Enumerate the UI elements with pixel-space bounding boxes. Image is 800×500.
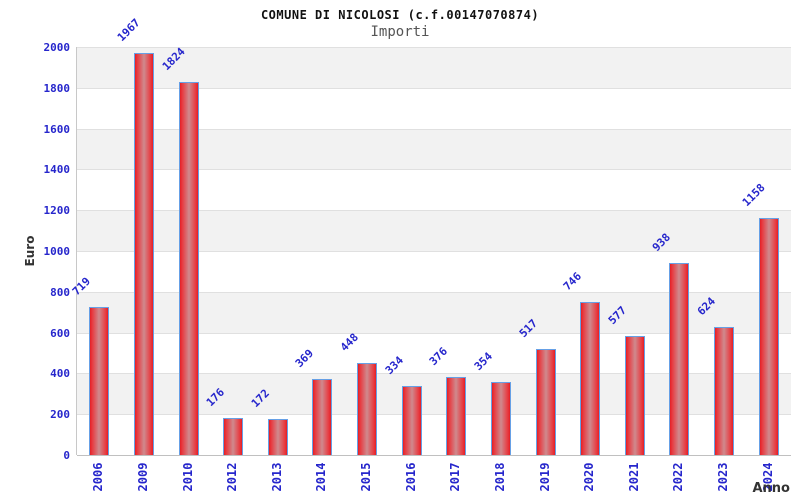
gridline bbox=[77, 251, 791, 252]
bar-slot: 624 bbox=[695, 47, 747, 455]
x-tick-label: 2017 bbox=[448, 462, 463, 492]
bar-slot: 719 bbox=[70, 47, 122, 455]
x-tick-label: 2010 bbox=[180, 462, 195, 492]
bar bbox=[178, 81, 199, 455]
x-tick-label: 2014 bbox=[314, 462, 329, 492]
x-slot: 2009 bbox=[121, 458, 166, 500]
x-tick-label: 2020 bbox=[582, 462, 597, 492]
y-tick-label: 200 bbox=[50, 408, 70, 422]
y-tick-label: 1600 bbox=[43, 122, 71, 136]
bar-slot: 938 bbox=[650, 47, 702, 455]
x-slot: 2012 bbox=[210, 458, 255, 500]
plot-area: 719 1967 1824 176 172 369 448 334 376 354 517 746 57… bbox=[70, 16, 791, 456]
x-tick-label: 2019 bbox=[537, 462, 552, 492]
bar bbox=[624, 336, 645, 455]
bar bbox=[267, 418, 288, 455]
bar bbox=[133, 52, 154, 455]
x-slot: 2015 bbox=[344, 458, 389, 500]
x-slot: 2016 bbox=[388, 458, 433, 500]
x-tick-label: 2009 bbox=[135, 462, 150, 492]
bar-slot: 376 bbox=[427, 47, 479, 455]
y-tick-label: 2000 bbox=[43, 41, 71, 54]
bar bbox=[312, 378, 333, 455]
bar-slot: 354 bbox=[472, 47, 524, 455]
bar bbox=[357, 362, 378, 455]
x-tick-label: 2006 bbox=[91, 462, 106, 492]
y-tick-label: 400 bbox=[50, 367, 70, 381]
bar-value-label: 719 bbox=[70, 275, 94, 299]
y-tick-label: 1200 bbox=[43, 204, 71, 218]
bar-slot: 334 bbox=[382, 47, 434, 455]
y-tick-label: 1800 bbox=[43, 81, 71, 95]
x-slot: 2018 bbox=[478, 458, 523, 500]
x-tick-label: 2021 bbox=[626, 462, 641, 492]
x-axis-line bbox=[77, 455, 791, 456]
bar-slot: 1824 bbox=[159, 45, 211, 455]
x-tick-label: 2015 bbox=[359, 462, 374, 492]
x-tick-label: 2023 bbox=[716, 462, 731, 492]
x-slot: 2014 bbox=[299, 458, 344, 500]
y-tick-label: 1000 bbox=[43, 245, 71, 258]
bar-slot: 369 bbox=[293, 47, 345, 455]
x-slot: 2022 bbox=[656, 458, 701, 500]
bar bbox=[89, 307, 110, 455]
x-slot: 2017 bbox=[433, 458, 478, 500]
x-slot: 2021 bbox=[612, 458, 657, 500]
x-tick-label: 2022 bbox=[671, 462, 686, 492]
x-slot: 2023 bbox=[701, 458, 746, 500]
chart-title: COMUNE DI NICOLOSI (c.f.00147070874) bbox=[260, 8, 540, 22]
x-slot: 2006 bbox=[76, 458, 121, 500]
x-tick-label: 2013 bbox=[269, 462, 284, 492]
bar bbox=[490, 381, 511, 455]
x-axis-labels: 2006 2009 2010 2012 2013 2014 2015 2016 2017 2018… bbox=[76, 458, 790, 500]
gridline bbox=[77, 291, 791, 293]
gridline bbox=[77, 414, 791, 416]
gridline bbox=[77, 332, 791, 334]
bar-slot: 1158 bbox=[739, 47, 791, 455]
y-tick-label: 600 bbox=[50, 326, 70, 340]
x-tick-label: 2018 bbox=[492, 462, 507, 492]
y-tick-label: 0 bbox=[63, 449, 70, 462]
x-slot: 2013 bbox=[255, 458, 300, 500]
gridline bbox=[77, 87, 791, 89]
gridline bbox=[77, 210, 791, 212]
y-tick-label: 1400 bbox=[43, 163, 71, 177]
bar-slot: 577 bbox=[606, 47, 658, 455]
bar bbox=[669, 262, 690, 455]
y-tick-label: 800 bbox=[50, 285, 70, 299]
bar-slot: 1967 bbox=[115, 16, 167, 455]
bar bbox=[714, 326, 735, 455]
bar bbox=[535, 348, 556, 455]
bar-slot: 517 bbox=[516, 47, 568, 455]
plot-band bbox=[77, 47, 791, 88]
gridline bbox=[77, 169, 791, 171]
x-axis-title: Anno bbox=[752, 481, 790, 496]
x-slot: 2019 bbox=[522, 458, 567, 500]
bar-slot: 448 bbox=[338, 47, 390, 455]
y-axis-title: Euro bbox=[23, 235, 37, 267]
bar bbox=[580, 301, 601, 455]
x-slot: 2010 bbox=[165, 458, 210, 500]
bar-slot: 172 bbox=[249, 47, 301, 455]
x-tick-label: 2012 bbox=[225, 462, 240, 492]
bar bbox=[446, 377, 467, 455]
gridline bbox=[77, 373, 791, 375]
bar bbox=[401, 385, 422, 455]
x-tick-label: 2016 bbox=[403, 462, 418, 492]
bar bbox=[223, 418, 244, 455]
bar-slot: 176 bbox=[204, 47, 256, 455]
bars-container: 719 1967 1824 176 172 369 448 334 376 354 517 746 57… bbox=[70, 16, 791, 455]
x-slot: 2020 bbox=[567, 458, 612, 500]
gridline bbox=[77, 47, 791, 48]
bar bbox=[758, 217, 779, 455]
chart-subtitle: Importi bbox=[370, 24, 430, 40]
bar-slot: 746 bbox=[561, 47, 613, 455]
gridline bbox=[77, 128, 791, 130]
